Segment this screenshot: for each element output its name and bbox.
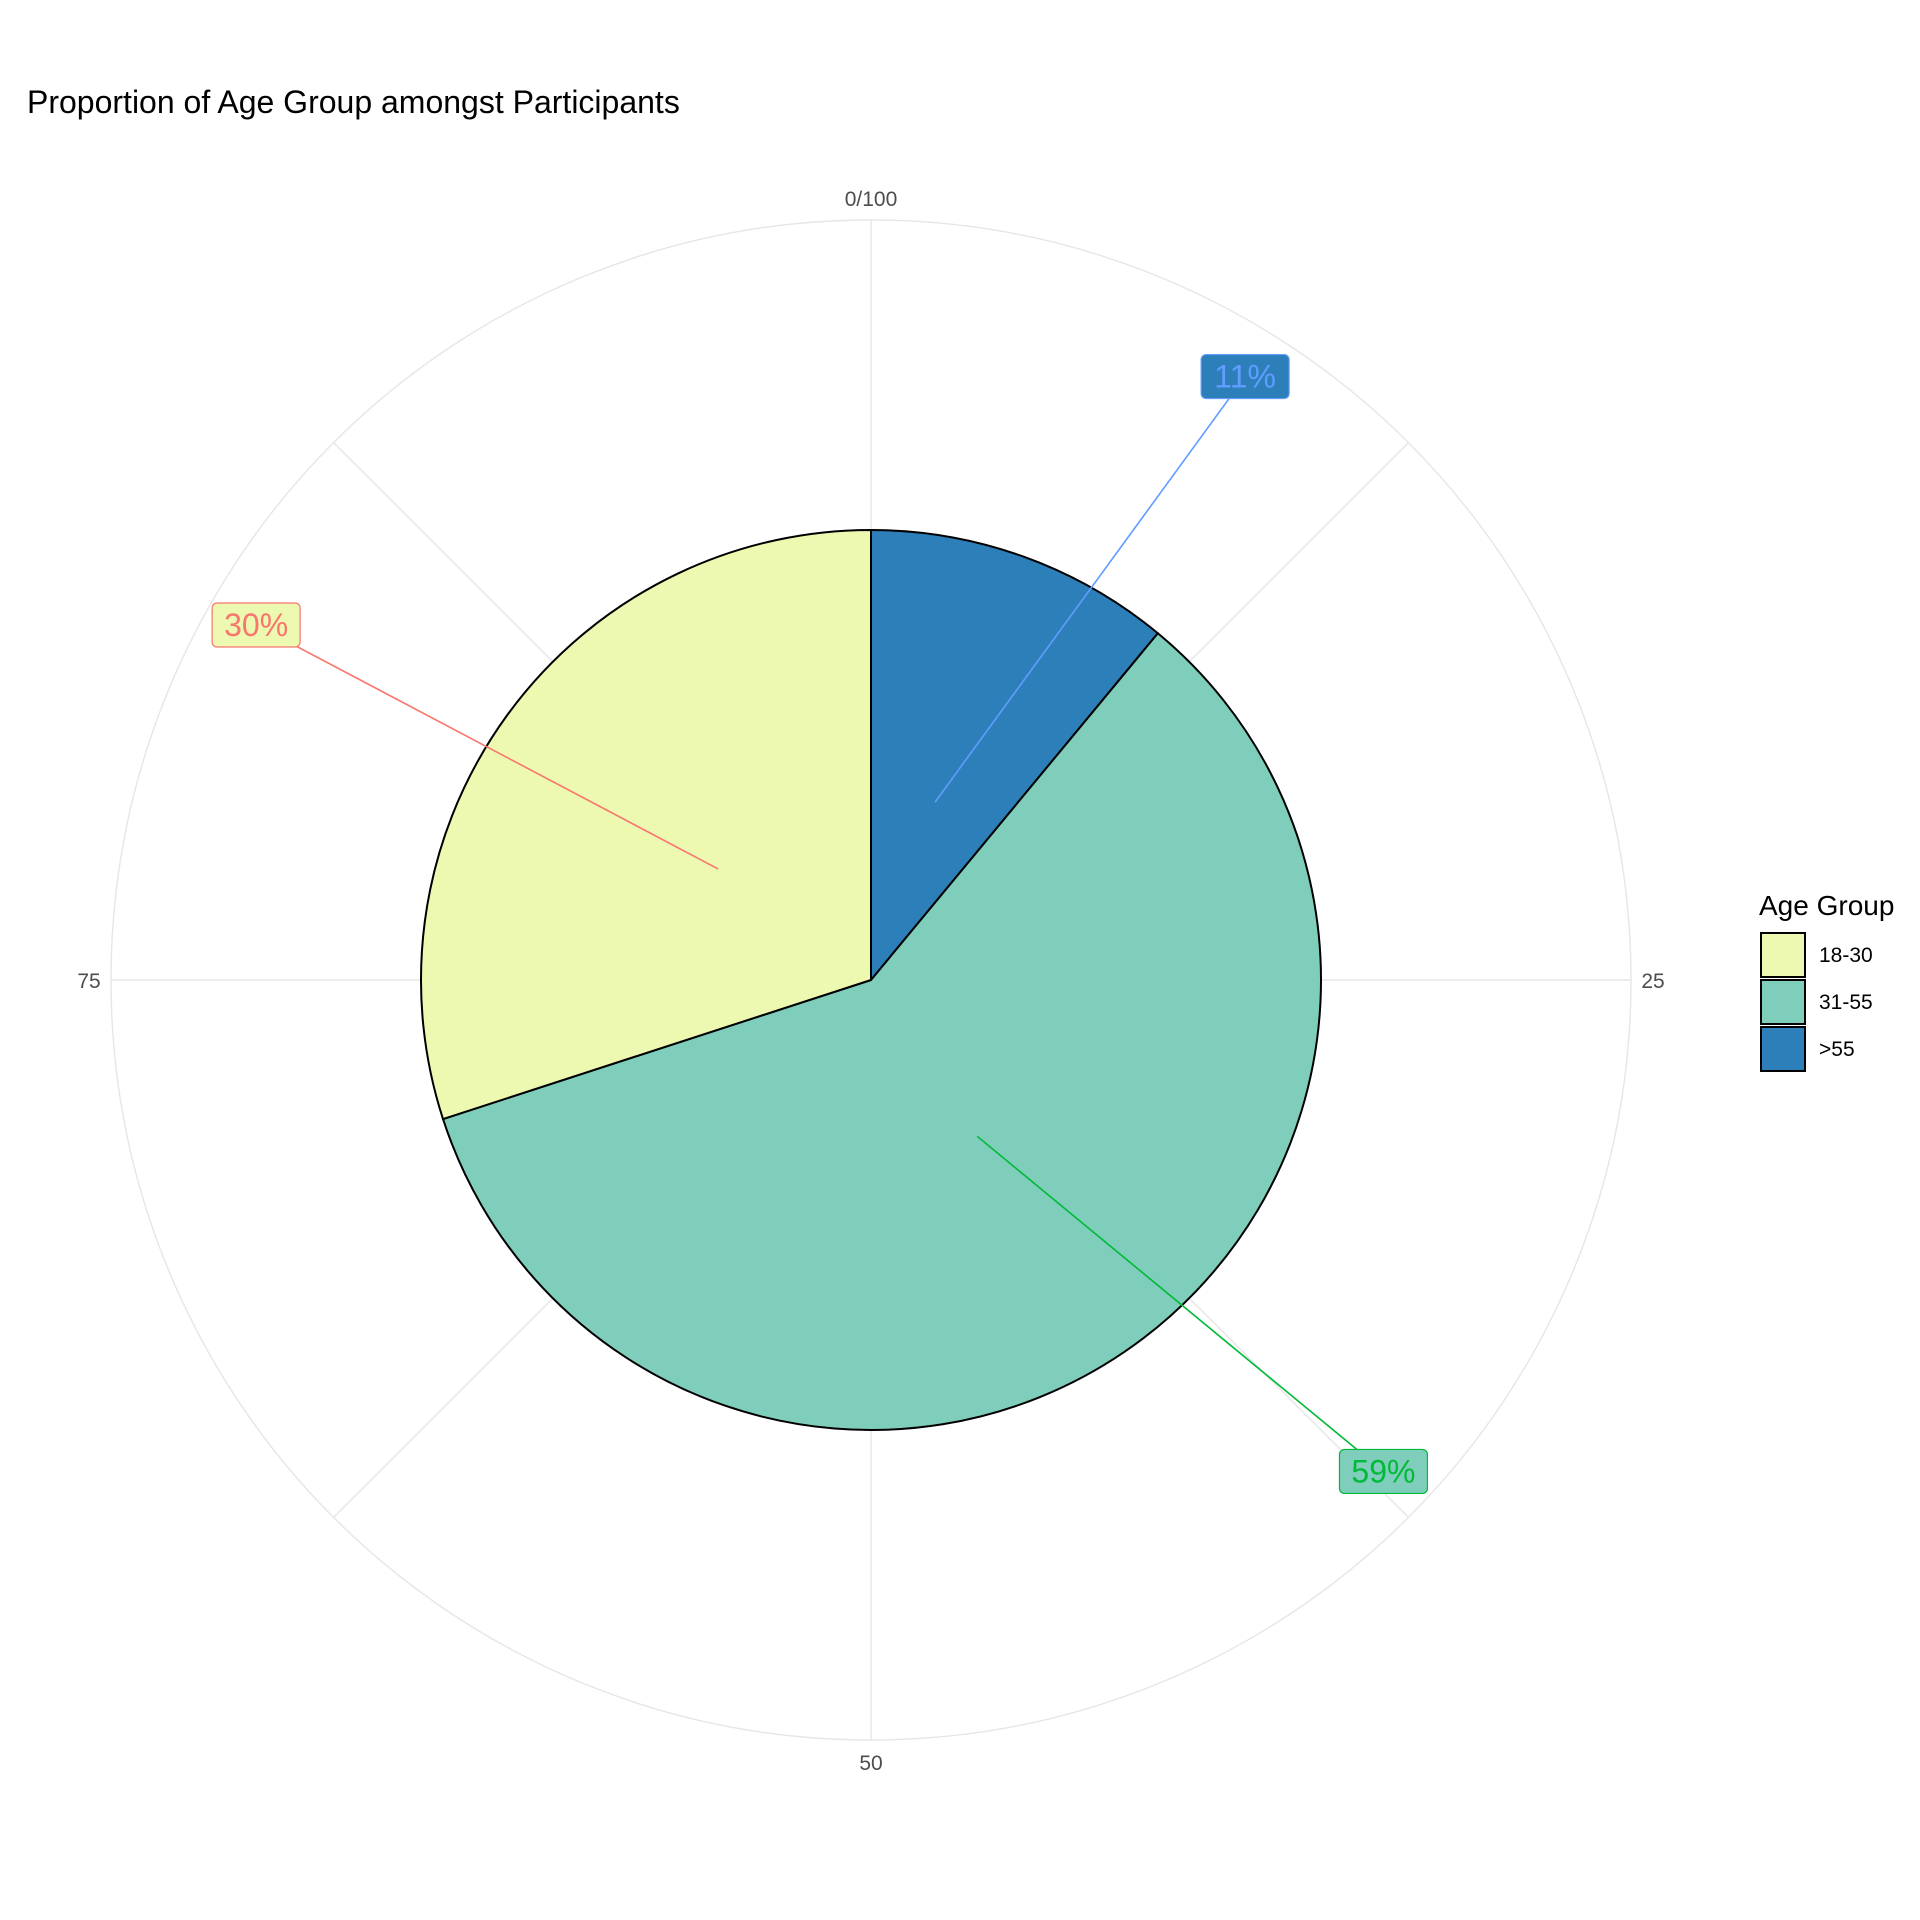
legend-item: 18-30 [1760,932,1873,978]
data-label-text: 30% [224,607,288,643]
legend-item: 31-55 [1760,979,1873,1025]
legend: Age Group 18-30 31-55 >55 [1759,890,1894,1072]
leader-line [976,1135,1384,1473]
legend-label: >55 [1819,1038,1855,1061]
theta-tick-label: 25 [1641,970,1664,993]
theta-tick-label: 75 [77,970,100,993]
data-label-box [211,602,301,648]
legend-key [1760,1026,1806,1072]
label-leader-lines [255,376,1384,1473]
legend-key [1760,979,1806,1025]
data-label: 59% [1338,1448,1429,1495]
legend-label: 31-55 [1819,991,1873,1014]
legend-label: 18-30 [1819,944,1873,967]
chart-title: Proportion of Age Group amongst Particip… [27,84,680,120]
data-label-box [1338,1448,1429,1495]
theta-tick-label: 50 [859,1752,882,1775]
leader-line [934,376,1246,803]
theta-tick-label: 0/100 [845,188,898,211]
data-label: 11% [1200,353,1290,400]
legend-items: 18-30 31-55 >55 [1760,932,1873,1072]
pie-slices [419,528,1322,1431]
data-label: 30% [211,602,301,648]
data-label-text: 59% [1351,1453,1415,1489]
data-label-text: 11% [1214,359,1276,395]
data-label-box [1200,353,1290,400]
legend-item: >55 [1760,1026,1855,1072]
legend-key [1760,932,1806,978]
theta-tick-labels: 0/100 25 50 75 [77,188,1664,1775]
legend-title: Age Group [1759,890,1894,921]
pie-slice-55 [870,528,1160,983]
leader-line [255,624,719,870]
data-labels: 11% 59% 30% [211,353,1429,1495]
pie-slice-31-55 [441,631,1322,1431]
pie-slice-18-30 [419,528,872,1121]
